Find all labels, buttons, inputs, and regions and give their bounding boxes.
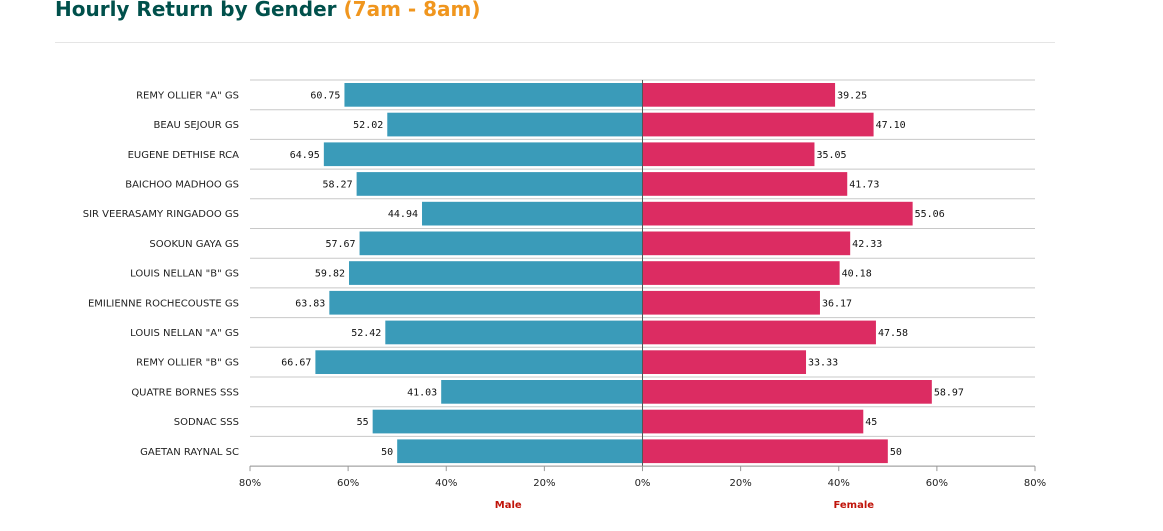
male-value-label: 66.67	[281, 358, 311, 369]
female-bar	[642, 290, 820, 315]
female-bar	[642, 201, 913, 226]
x-tick-label: 0%	[635, 478, 651, 489]
x-tick-label: 40%	[828, 478, 850, 489]
female-bar	[642, 380, 932, 404]
male-value-label: 41.03	[407, 387, 437, 398]
chart-title-main: Hourly Return by Gender	[55, 0, 337, 21]
female-value-label: 41.73	[849, 179, 879, 190]
x-tick-label: 60%	[337, 478, 359, 489]
x-tick-label: 40%	[435, 478, 457, 489]
title-divider	[55, 42, 1055, 43]
male-bar	[315, 350, 643, 374]
x-tick-label: 60%	[926, 478, 948, 489]
female-value-label: 33.33	[808, 358, 838, 369]
female-axis-label: Female	[833, 500, 874, 511]
category-label: SIR VEERASAMY RINGADOO GS	[83, 209, 239, 220]
female-bar	[642, 320, 876, 345]
female-value-label: 55.06	[915, 209, 945, 220]
female-bar	[642, 261, 840, 285]
male-bar	[329, 290, 643, 315]
male-axis-label: Male	[495, 500, 522, 511]
male-bar	[323, 142, 643, 167]
female-value-label: 47.10	[876, 120, 906, 131]
category-label: EMILIENNE ROCHECOUSTE GS	[88, 298, 239, 309]
male-value-label: 52.02	[353, 120, 383, 131]
female-bar	[642, 172, 848, 196]
category-label: REMY OLLIER "B" GS	[136, 358, 239, 369]
male-bar	[441, 380, 643, 404]
male-bar	[344, 83, 643, 107]
female-value-label: 40.18	[842, 269, 872, 280]
male-value-label: 55	[357, 417, 369, 428]
male-value-label: 58.27	[323, 179, 353, 190]
female-value-label: 47.58	[878, 328, 908, 339]
male-bar	[422, 201, 643, 226]
male-value-label: 60.75	[310, 90, 340, 101]
male-value-label: 52.42	[351, 328, 381, 339]
category-label: EUGENE DETHISE RCA	[128, 150, 240, 161]
female-value-label: 58.97	[934, 387, 964, 398]
category-label: BAICHOO MADHOO GS	[125, 179, 239, 190]
category-label: GAETAN RAYNAL SC	[140, 447, 239, 458]
male-bar	[387, 112, 643, 137]
female-bar	[642, 112, 874, 137]
female-value-label: 42.33	[852, 239, 882, 250]
female-bar	[642, 142, 815, 167]
female-value-label: 50	[890, 447, 902, 458]
female-value-label: 45	[865, 417, 877, 428]
male-bar	[385, 320, 643, 345]
male-bar	[349, 261, 643, 285]
category-label: LOUIS NELLAN "B" GS	[130, 269, 239, 280]
male-value-label: 63.83	[295, 298, 325, 309]
category-label: BEAU SEJOUR GS	[153, 120, 239, 131]
female-bar	[642, 439, 888, 464]
category-label: REMY OLLIER "A" GS	[136, 90, 239, 101]
female-bar	[642, 231, 851, 256]
male-bar	[397, 439, 643, 464]
male-bar	[359, 231, 643, 256]
male-value-label: 50	[381, 447, 393, 458]
x-tick-label: 20%	[730, 478, 752, 489]
male-bar	[356, 172, 643, 196]
female-value-label: 36.17	[822, 298, 852, 309]
male-value-label: 44.94	[388, 209, 418, 220]
female-value-label: 39.25	[837, 90, 867, 101]
chart-title-time-range: (7am - 8am)	[343, 0, 481, 21]
x-tick-label: 20%	[533, 478, 555, 489]
category-label: SODNAC SSS	[174, 417, 239, 428]
category-label: LOUIS NELLAN "A" GS	[130, 328, 239, 339]
x-tick-label: 80%	[239, 478, 261, 489]
female-bar	[642, 409, 864, 434]
female-bar	[642, 350, 807, 374]
female-value-label: 35.05	[816, 150, 846, 161]
male-value-label: 57.67	[325, 239, 355, 250]
male-value-label: 59.82	[315, 269, 345, 280]
female-bar	[642, 83, 836, 107]
male-bar	[372, 409, 643, 434]
male-value-label: 64.95	[290, 150, 320, 161]
x-tick-label: 80%	[1024, 478, 1046, 489]
category-label: SOOKUN GAYA GS	[149, 239, 239, 250]
chart-title: Hourly Return by Gender (7am - 8am)	[55, 0, 481, 21]
category-label: QUATRE BORNES SSS	[131, 387, 239, 398]
